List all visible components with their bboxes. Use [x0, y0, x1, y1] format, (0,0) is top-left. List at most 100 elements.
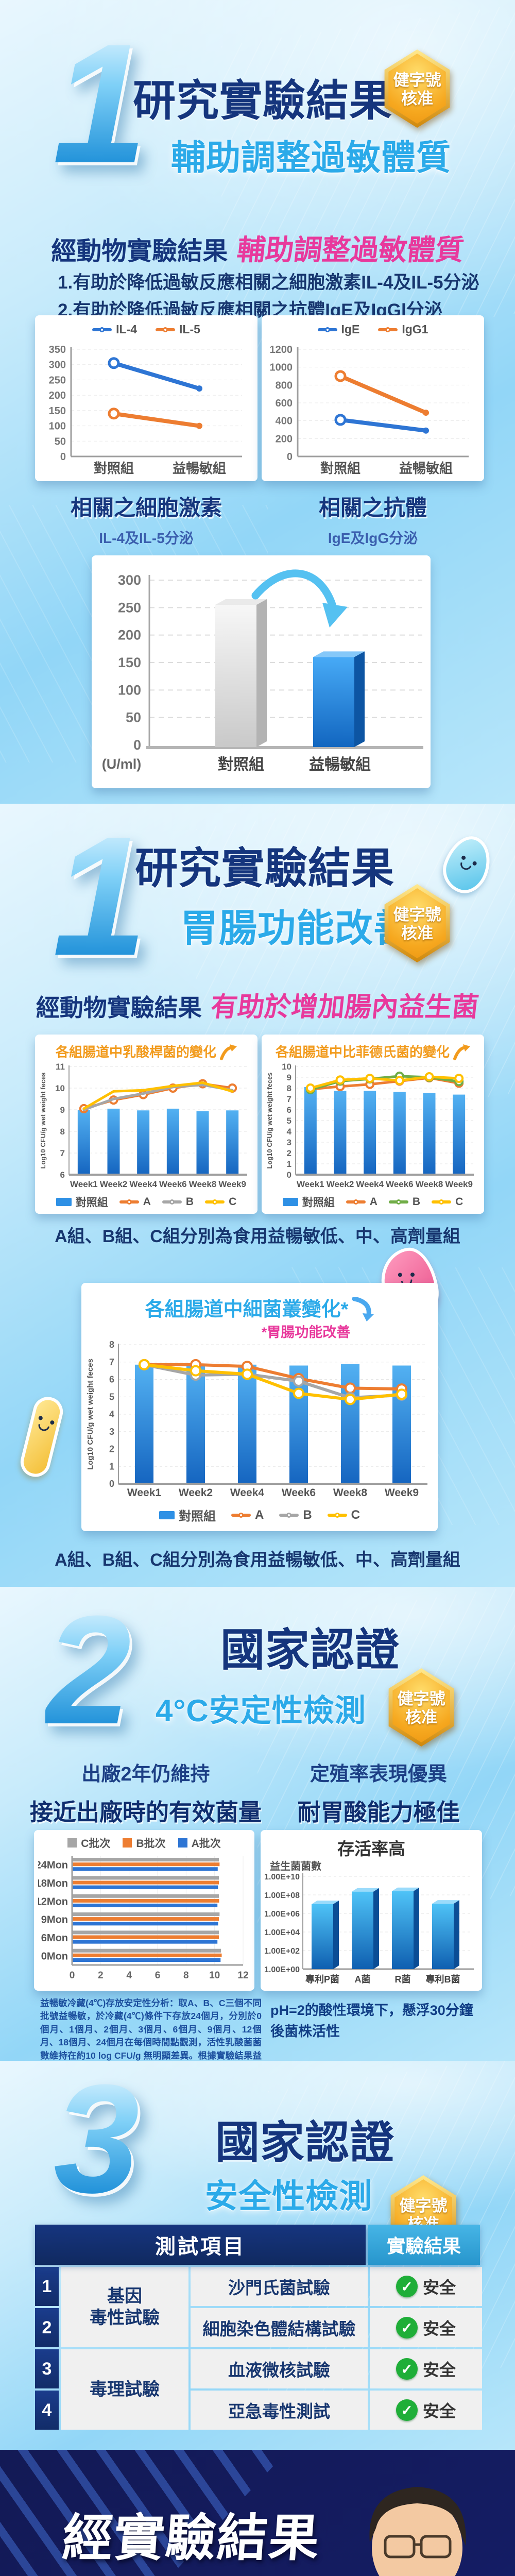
svg-text:50: 50: [126, 710, 141, 725]
svg-text:Week8: Week8: [333, 1487, 367, 1499]
svg-text:Week1: Week1: [70, 1179, 98, 1189]
section-number: 1: [53, 804, 147, 991]
ige-igg1-line-chart: 0 200 400 600 800 1000 1200 對照組 益暢敏組: [266, 342, 479, 477]
flora-chart: 0 1 2 3 4 5 6 7 8 Log10 CFU/g wet weight feces Wee…: [85, 1340, 434, 1499]
svg-text:A菌: A菌: [355, 1974, 371, 1985]
svg-text:1.00E+10: 1.00E+10: [265, 1873, 300, 1882]
section-subtitle: 4°C安定性檢測: [156, 1693, 366, 1728]
svg-text:150: 150: [118, 655, 141, 670]
svg-text:Week1: Week1: [127, 1487, 161, 1499]
row-number: 4: [35, 2391, 59, 2430]
section-stability: 2 國家認證 4°C安定性檢測 健字號 核准 出廠2年仍維持 接近出廠時的有效菌量…: [0, 1587, 515, 2061]
cytokine-3d-bar-chart: 0 50 100 150 200 250 300 (U/ml) 對照組 益暢敏組: [92, 555, 431, 788]
panel-note: *胃腸功能改善: [261, 1325, 351, 1340]
row-number: 3: [35, 2349, 59, 2388]
flora-legend: 對照組 A B C: [81, 1506, 438, 1524]
survival-panel: 存活率高 益生菌菌數 1.00E+00 1.00E+02 1.00E+04 1.00E…: [261, 1830, 482, 1991]
svg-text:24Mon: 24Mon: [38, 1860, 68, 1871]
dose-group-caption: A組、B組、C組分別為食用益暢敏低、中、高劑量組: [55, 1550, 460, 1570]
svg-text:0: 0: [287, 1170, 291, 1180]
svg-text:Week6: Week6: [282, 1487, 316, 1499]
acid-test-footnote: pH=2的酸性環境下，懸浮30分鐘後菌株活性: [270, 2003, 473, 2039]
svg-text:Week2: Week2: [100, 1179, 128, 1189]
svg-text:1: 1: [109, 1461, 114, 1471]
svg-text:0: 0: [70, 1970, 75, 1981]
storage-stability-panel: C批次 B批次 A批次 0 2 4 6 8 10 12 24Mon 18Mon 12Mon 9Mon 6M…: [34, 1830, 254, 1991]
section-subtitle: 輔助調整過敏體質: [171, 139, 451, 177]
section-allergy-results: 1 研究實驗結果 健字號 核准 輔助調整過敏體質 經動物實驗結果 輔助調整過敏體質…: [0, 0, 515, 804]
survival-3d-bar-chart: 1.00E+00 1.00E+02 1.00E+04 1.00E+06 1.00E+08…: [264, 1858, 478, 1987]
svg-text:8: 8: [183, 1970, 189, 1981]
svg-text:2: 2: [287, 1148, 291, 1158]
svg-text:8: 8: [60, 1127, 65, 1137]
panel-title: 各組腸道中乳酸桿菌的變化: [55, 1044, 216, 1060]
intro-prefix: 經動物實驗結果: [51, 238, 228, 265]
svg-text:350: 350: [49, 344, 66, 355]
il-chart-legend: IL-4 IL-5: [35, 323, 258, 336]
svg-text:1200: 1200: [270, 344, 293, 355]
svg-text:9Mon: 9Mon: [41, 1914, 68, 1926]
svg-text:專利B菌: 專利B菌: [426, 1974, 460, 1985]
svg-text:1.00E+04: 1.00E+04: [265, 1928, 300, 1937]
il4-il5-line-chart: 0 50 100 150 200 250 300 350 對照組 益暢敏組: [39, 342, 252, 477]
svg-text:0Mon: 0Mon: [41, 1951, 68, 1962]
claim-acid-resistance: 定殖率表現優異 耐胃酸能力極佳: [297, 1764, 460, 1825]
ige-chart-panel: IgE IgG1 0 200 400 600 800 1000 1200 對照組 益暢敏組: [262, 315, 484, 481]
row-number: 1: [35, 2267, 59, 2306]
svg-text:5: 5: [109, 1392, 114, 1402]
svg-text:8: 8: [287, 1083, 291, 1093]
svg-text:0: 0: [109, 1479, 114, 1489]
svg-text:7: 7: [60, 1148, 65, 1158]
test-result: ✓ 安全: [370, 2349, 482, 2388]
svg-text:1: 1: [287, 1159, 291, 1169]
flora-panel: 各組腸道中細菌叢變化* *胃腸功能改善 0 1 2 3 4 5 6 7 8 Log10 CFU/g…: [81, 1283, 438, 1531]
svg-text:0: 0: [133, 737, 141, 753]
svg-text:800: 800: [276, 380, 293, 391]
check-icon: ✓: [396, 2399, 418, 2421]
svg-text:200: 200: [276, 433, 293, 445]
svg-text:Week9: Week9: [445, 1179, 473, 1189]
svg-text:300: 300: [118, 572, 141, 588]
svg-text:Week4: Week4: [356, 1179, 384, 1189]
svg-text:4: 4: [126, 1970, 132, 1981]
svg-text:11: 11: [56, 1062, 65, 1072]
svg-text:Week8: Week8: [189, 1179, 217, 1189]
caption-cytokine: 相關之細胞激素 IL-4及IL-5分泌: [70, 496, 222, 546]
test-result: ✓ 安全: [370, 2391, 482, 2430]
svg-text:1000: 1000: [270, 362, 293, 374]
svg-text:9: 9: [60, 1105, 65, 1115]
svg-text:4: 4: [287, 1127, 292, 1137]
svg-text:6Mon: 6Mon: [41, 1933, 68, 1944]
svg-text:2: 2: [98, 1970, 104, 1981]
svg-text:7: 7: [287, 1094, 291, 1104]
svg-text:3: 3: [287, 1138, 291, 1147]
svg-text:對照組: 對照組: [94, 461, 134, 476]
panel-title: 存活率高: [337, 1839, 405, 1858]
test-result: ✓ 安全: [370, 2308, 482, 2347]
svg-text:6: 6: [287, 1105, 291, 1115]
svg-text:250: 250: [118, 600, 141, 615]
svg-text:Week6: Week6: [159, 1179, 187, 1189]
bifidobacteria-panel: 各組腸道中比菲德氏菌的變化 0 1 2 3 4 5 6 7 8 9 10 Log10 CFU/g we…: [262, 1035, 484, 1214]
lactobacillus-panel: 各組腸道中乳酸桿菌的變化 6 7 8 9 10 11 Log10 CFU/g wet wei…: [35, 1035, 258, 1214]
lactobacillus-chart: 6 7 8 9 10 11 Log10 CFU/g wet weight feces Week…: [38, 1061, 253, 1190]
svg-text:Week4: Week4: [129, 1179, 157, 1189]
svg-text:Week9: Week9: [385, 1487, 419, 1499]
svg-text:10: 10: [282, 1062, 291, 1072]
intro-row: 經動物實驗結果 輔助調整過敏體質: [0, 227, 515, 268]
panel-title: 各組腸道中細菌叢變化*: [145, 1299, 349, 1320]
svg-text:0: 0: [287, 451, 293, 463]
section-title: 國家認證: [215, 2118, 394, 2167]
svg-text:Week8: Week8: [416, 1179, 443, 1189]
svg-text:400: 400: [276, 416, 293, 427]
svg-text:7: 7: [109, 1357, 114, 1367]
test-name: 細胞染色體結構試驗: [191, 2308, 368, 2347]
y-axis-label: 益生菌菌數: [270, 1861, 321, 1872]
section-title: 國家認證: [220, 1625, 400, 1675]
test-name: 血液微核試驗: [191, 2349, 368, 2388]
doctor-photo: [369, 2487, 466, 2576]
svg-text:10: 10: [209, 1970, 220, 1981]
section-number: 3: [54, 2061, 140, 2225]
